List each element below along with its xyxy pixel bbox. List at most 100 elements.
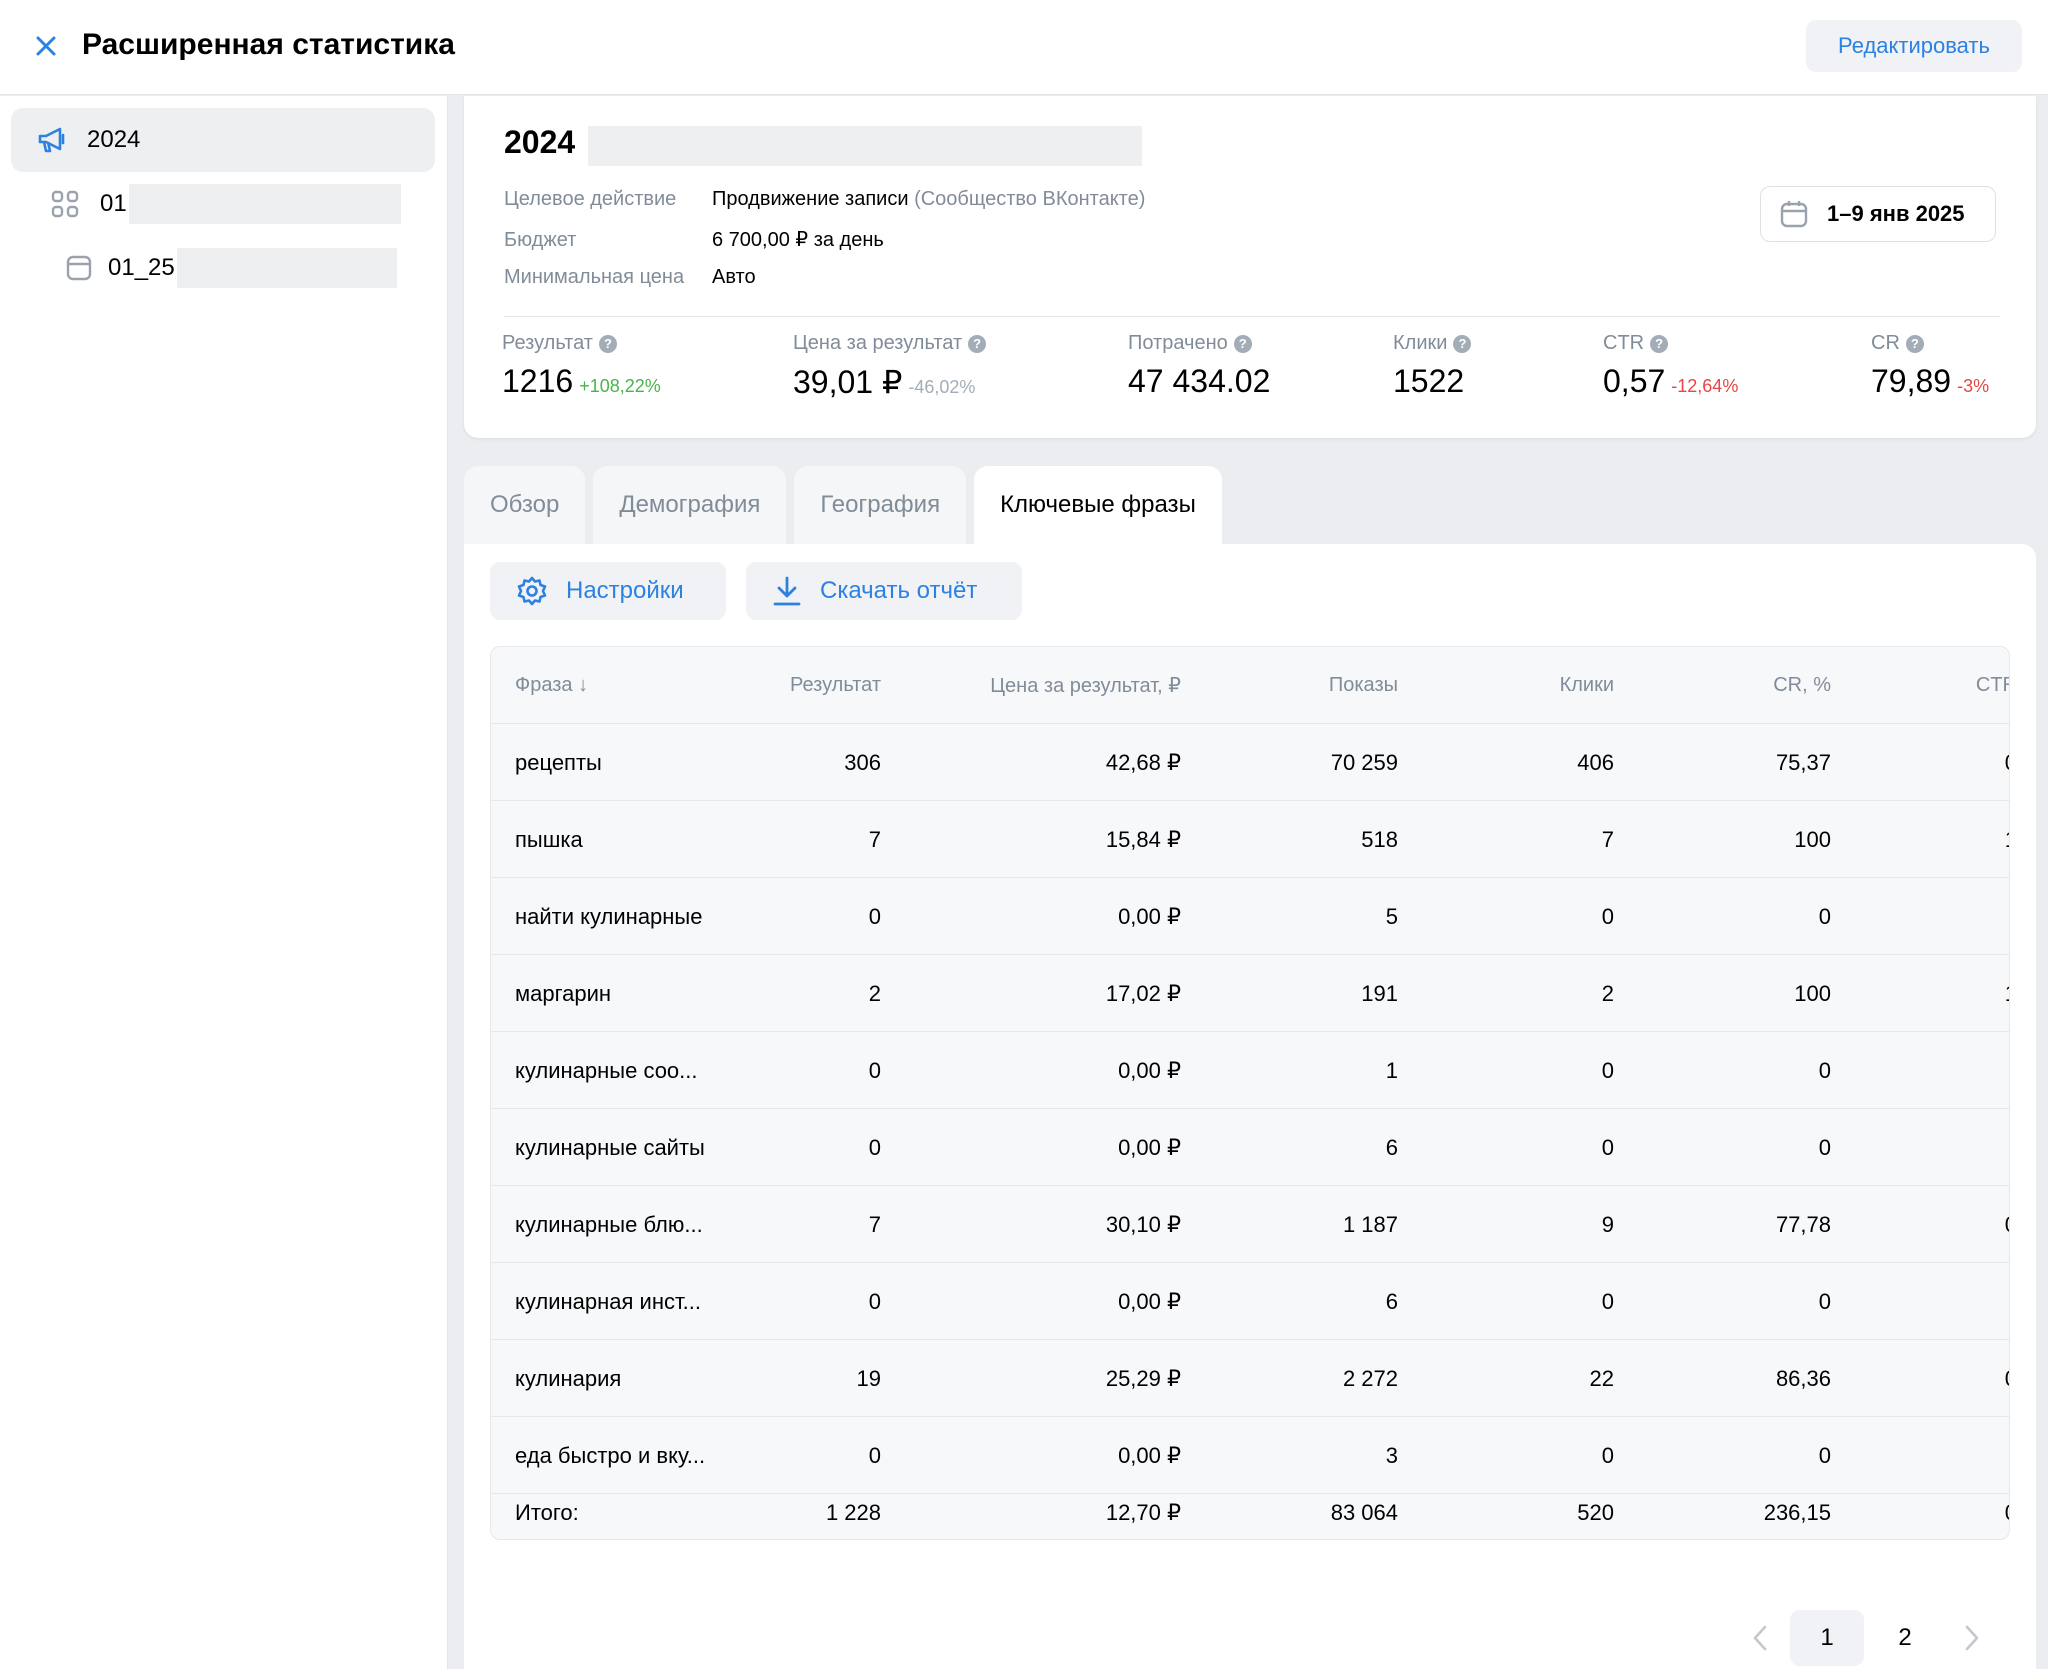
table-row[interactable]: кулинарные блю... 7 30,10 ₽ 1 187 9 77,78 0: [491, 1186, 2009, 1263]
sidebar-item-group[interactable]: 01: [48, 184, 401, 224]
table-row[interactable]: еда быстро и вку... 0 0,00 ₽ 3 0 0: [491, 1417, 2009, 1494]
meta-key: Минимальная цена: [504, 266, 685, 288]
value-cell: 0: [1601, 1057, 1614, 1083]
value-cell: 0: [1818, 1057, 1831, 1083]
table-row[interactable]: кулинарные соо... 0 0,00 ₽ 1 0 0: [491, 1032, 2009, 1109]
column-header-clicks[interactable]: Клики: [1559, 674, 1614, 696]
column-header-cost[interactable]: Цена за результат, ₽: [990, 675, 1181, 697]
meta-value: Продвижение записи: [712, 188, 909, 210]
value-cell: 77,78: [1775, 1211, 1831, 1237]
total-cell: 1 228: [825, 1500, 881, 1525]
value-cell: 191: [1361, 980, 1398, 1006]
phrase-cell: кулинарная инст...: [515, 1288, 701, 1314]
close-button[interactable]: [30, 30, 62, 62]
help-icon[interactable]: ?: [598, 334, 617, 353]
phrase-cell: рецепты: [515, 749, 602, 775]
sidebar-item-campaign[interactable]: 2024: [11, 108, 435, 172]
help-icon[interactable]: ?: [1650, 334, 1669, 353]
stat-value: 0,57: [1603, 363, 1666, 399]
value-cell: 0: [1601, 903, 1614, 929]
value-cell: 22: [1589, 1365, 1614, 1391]
help-icon[interactable]: ?: [1905, 334, 1924, 353]
table-row[interactable]: найти кулинарные 0 0,00 ₽ 5 0 0: [491, 878, 2009, 955]
stat-spent: Потрачено? 47 434.02: [1128, 332, 1270, 400]
summary-card: 2024 Целевое действие Продвижение записи …: [464, 96, 2036, 438]
stat-value: 1522: [1393, 363, 1465, 399]
table-row[interactable]: кулинарные сайты 0 0,00 ₽ 6 0 0: [491, 1109, 2009, 1186]
prev-page-button[interactable]: [1732, 1610, 1788, 1666]
divider: [504, 316, 2000, 317]
meta-row-min-price: Минимальная цена Авто: [504, 266, 756, 289]
value-cell: 2: [1601, 980, 1614, 1006]
value-cell: 42,68 ₽: [1105, 749, 1181, 775]
meta-key: Целевое действие: [504, 188, 677, 210]
tab-demography[interactable]: Демография: [593, 466, 787, 544]
total-cell: 12,70 ₽: [1105, 1500, 1181, 1525]
edit-button[interactable]: Редактировать: [1806, 20, 2022, 72]
stat-delta: +108,22%: [579, 376, 661, 396]
value-cell: 25,29 ₽: [1105, 1365, 1181, 1391]
value-cell: 100: [1794, 980, 1831, 1006]
tab-geography[interactable]: География: [794, 466, 967, 544]
table-row[interactable]: кулинария 19 25,29 ₽ 2 272 22 86,36 0: [491, 1340, 2009, 1417]
value-cell: 0: [1601, 1442, 1614, 1468]
tab-overview[interactable]: Обзор: [464, 466, 586, 544]
value-cell: 0,00 ₽: [1118, 1288, 1181, 1314]
stat-value: 79,89: [1871, 363, 1952, 399]
column-header-result[interactable]: Результат: [790, 674, 881, 696]
phrase-cell: кулинарные сайты: [515, 1134, 705, 1160]
table-header: Фраза ↓ Результат Цена за результат, ₽ П…: [491, 647, 2009, 724]
table-row[interactable]: кулинарная инст... 0 0,00 ₽ 6 0 0: [491, 1263, 2009, 1340]
tab-key-phrases[interactable]: Ключевые фразы: [974, 466, 1222, 544]
meta-value: 6 700,00 ₽ за день: [712, 229, 884, 251]
redacted-block: [128, 184, 401, 224]
calendar-icon: [1779, 199, 1809, 229]
date-range-label: 1–9 янв 2025: [1827, 201, 1965, 226]
meta-row-target: Целевое действие Продвижение записи (Сооб…: [504, 188, 1145, 211]
page-title: Расширенная статистика: [82, 28, 455, 61]
column-header-impressions[interactable]: Показы: [1328, 674, 1398, 696]
meta-key: Бюджет: [504, 229, 577, 251]
total-cell: 83 064: [1330, 1500, 1398, 1525]
value-cell: [1851, 1417, 2009, 1494]
stat-cost-per-result: Цена за результат? 39,01 ₽ -46,02%: [793, 332, 987, 401]
value-cell: 0: [868, 1288, 881, 1314]
value-cell: 0: [1818, 1442, 1831, 1468]
column-header-ctr[interactable]: CTR: [1975, 674, 2009, 696]
help-icon[interactable]: ?: [1233, 334, 1252, 353]
settings-button[interactable]: Настройки: [490, 562, 726, 620]
value-cell: 70 259: [1330, 749, 1398, 775]
download-icon: [772, 575, 802, 607]
total-cell: 0: [1851, 1485, 2009, 1539]
stat-label: Потрачено: [1128, 332, 1228, 354]
stat-label: Клики: [1393, 332, 1448, 354]
help-icon[interactable]: ?: [1453, 334, 1472, 353]
megaphone-icon: [35, 123, 69, 157]
sidebar-item-label: 01: [100, 190, 127, 217]
value-cell: 0: [1818, 1288, 1831, 1314]
stat-clicks: Клики? 1522: [1393, 332, 1472, 400]
meta-extra: (Сообщество ВКонтакте): [914, 188, 1146, 210]
column-header-phrase[interactable]: Фраза ↓: [515, 674, 589, 696]
page-2-button[interactable]: 2: [1898, 1624, 1912, 1651]
help-icon[interactable]: ?: [968, 334, 987, 353]
redacted-block: [588, 126, 1142, 166]
sidebar-item-ad[interactable]: 01_25: [62, 248, 397, 288]
phrase-cell: еда быстро и вку...: [515, 1442, 706, 1468]
stat-delta: -12,64%: [1671, 376, 1739, 396]
table-row[interactable]: рецепты 306 42,68 ₽ 70 259 406 75,37 0: [491, 724, 2009, 801]
phrases-table: Фраза ↓ Результат Цена за результат, ₽ П…: [490, 646, 2010, 1540]
table-row[interactable]: пышка 7 15,84 ₽ 518 7 100 1: [491, 801, 2009, 878]
column-header-cr[interactable]: CR, %: [1773, 674, 1831, 696]
close-icon: [36, 36, 56, 56]
download-report-button[interactable]: Скачать отчёт: [746, 562, 1022, 620]
table-row[interactable]: маргарин 2 17,02 ₽ 191 2 100 1: [491, 955, 2009, 1032]
value-cell: 17,02 ₽: [1105, 980, 1181, 1006]
value-cell: 518: [1361, 826, 1398, 852]
page-1-button[interactable]: 1: [1790, 1610, 1864, 1666]
stat-cr: CR? 79,89 -3%: [1871, 332, 1989, 400]
value-cell: [1851, 1032, 2009, 1109]
next-page-button[interactable]: [1944, 1610, 2000, 1666]
date-range-button[interactable]: 1–9 янв 2025: [1760, 186, 1996, 242]
value-cell: 19: [856, 1365, 881, 1391]
